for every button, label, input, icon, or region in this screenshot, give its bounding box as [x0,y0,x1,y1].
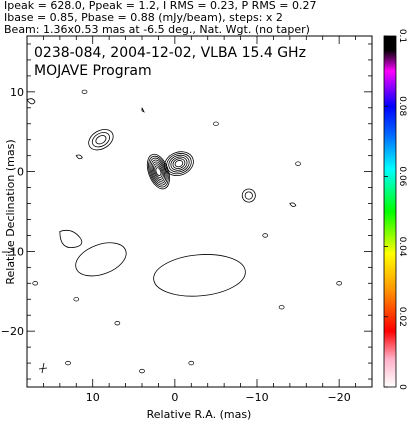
x-tick-label: −20 [328,391,351,404]
contour-core [155,167,162,176]
contour-southeast-lobe [75,242,127,277]
noise-contour [139,368,145,374]
axis-ticks [26,36,373,387]
contour-east-knot [174,160,184,168]
noise-contour [336,281,342,286]
colorbar-tick-label: 0.02 [397,307,407,327]
contour-core [146,153,170,190]
axis-tick-labels: 10 0 −10 −20 10 0 −10 −20 [1,86,351,404]
chart-title: 0238-084, 2004-12-02, VLBA 15.4 GHz [34,45,306,61]
chart-subtitle: MOJAVE Program [34,63,152,79]
header-line-2: Ibase = 0.85, Pbase = 0.88 (mJy/beam), s… [4,11,283,24]
contour-east-jet [91,132,110,148]
contour-east-knot [172,158,186,169]
contour-west-knot [241,188,256,203]
colorbar [383,35,397,388]
contour-west-knot [244,191,253,200]
contour-east-knot [164,151,194,176]
noise-contour [262,233,269,238]
contour-east-knot [170,156,188,171]
x-tick-label: −10 [245,391,268,404]
contour-south-lobe [153,254,246,297]
contour-east-knot [166,153,192,175]
noise-contour [32,281,39,286]
y-axis-label: Relative Declination (mas) [4,139,17,284]
y-tick-label: 0 [17,166,24,179]
colorbar-tick-label: 0.04 [397,237,407,257]
contour-outline [59,229,83,249]
colorbar-tick-label: 0 [397,384,407,390]
noise-contour [213,121,219,126]
noise-contours [32,89,342,374]
beam-marker [38,362,48,374]
contour-outline [26,98,36,105]
noise-contour [295,161,301,166]
contour-outline [75,154,83,160]
noise-contour [81,89,88,94]
contour-core [153,163,164,180]
contour-east-knot [168,154,190,173]
x-tick-label: 0 [171,391,178,404]
colorbar-ticks: 0 0.02 0.04 0.06 0.08 0.1 [384,29,407,390]
contour-outline [289,202,297,208]
noise-contour [65,360,71,366]
header-line-1: Ipeak = 628.0, Ppeak = 1.2, I RMS = 0.23… [4,0,317,12]
y-tick-label: −20 [1,325,24,338]
contour-core [150,159,167,184]
x-tick-label: 10 [86,391,100,404]
x-axis-label: Relative R.A. (mas) [147,408,252,421]
contour-core [148,155,169,188]
contour-core [151,161,166,182]
contour-east-jet [95,135,107,145]
colorbar-tick-label: 0.06 [397,166,407,186]
header-line-3: Beam: 1.36x0.53 mas at -6.5 deg., Nat. W… [4,23,310,36]
contour-outline [141,107,145,113]
contour-core [154,165,163,178]
colorbar-tick-label: 0.1 [397,29,407,43]
contour-east-jet [88,129,114,151]
noise-contour [73,297,80,302]
contour-lines [26,98,297,297]
colorbar-tick-label: 0.08 [397,96,407,116]
noise-contour [188,360,195,366]
plot-frame [26,35,373,388]
y-tick-label: 10 [10,86,24,99]
noise-contour [114,321,121,326]
contour-core [149,157,168,186]
noise-contour [278,305,285,310]
y-tick-label: −10 [1,245,24,258]
